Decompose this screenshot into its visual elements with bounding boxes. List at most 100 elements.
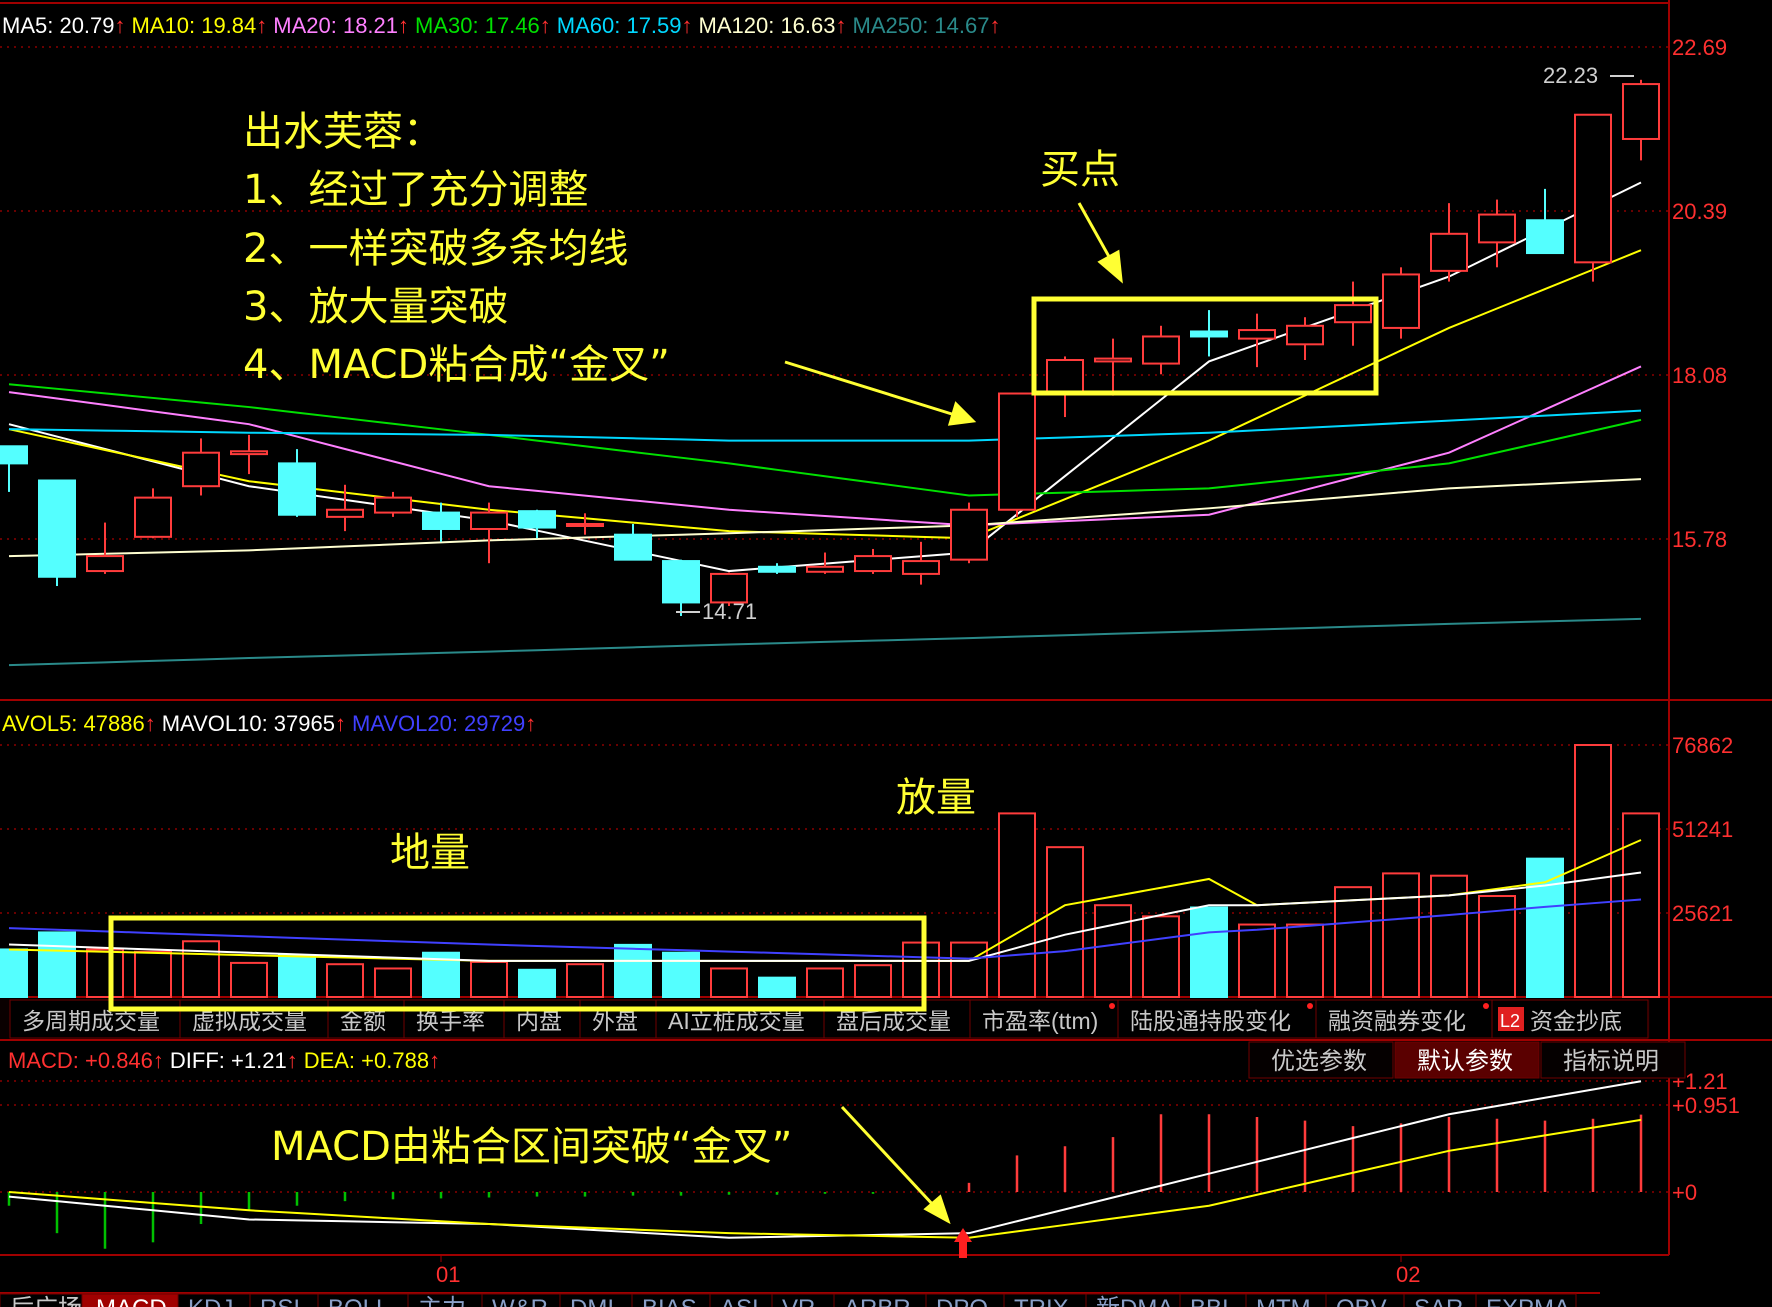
up-arrow-icon: ↑: [429, 1048, 440, 1073]
legend-item: MAVOL10: 37965: [162, 711, 335, 736]
indicator-tab[interactable]: 外盘: [579, 999, 657, 1039]
candle[interactable]: [1622, 79, 1660, 161]
candle[interactable]: [758, 563, 796, 574]
candle[interactable]: [278, 449, 316, 517]
candle[interactable]: [518, 509, 556, 539]
candle[interactable]: [230, 434, 268, 475]
candle[interactable]: [566, 513, 604, 535]
date-axis: 01 02: [436, 1255, 1420, 1287]
candle[interactable]: [1478, 199, 1516, 268]
candle[interactable]: [374, 491, 412, 517]
candle[interactable]: [614, 523, 652, 561]
bottom-tab[interactable]: W&R: [481, 1293, 561, 1307]
candle[interactable]: [1334, 281, 1372, 346]
bottom-tab-label: BOLL: [328, 1295, 389, 1307]
bottom-tab[interactable]: MTM: [1245, 1293, 1327, 1307]
candle[interactable]: [86, 522, 124, 574]
bottom-tab[interactable]: SAR: [1403, 1293, 1477, 1307]
candle-body: [1286, 324, 1324, 346]
indicator-tab-label: 金额: [340, 1008, 386, 1034]
candle[interactable]: [38, 479, 76, 587]
bottom-tab[interactable]: 主力: [407, 1293, 483, 1307]
param-button[interactable]: 指标说明: [1540, 1041, 1686, 1079]
candle[interactable]: [182, 438, 220, 496]
indicator-tab[interactable]: 金额: [327, 999, 405, 1039]
volume-bar: [1238, 923, 1276, 999]
price-tick: 22.69: [1672, 35, 1727, 60]
price-axis: 22.69 20.39 18.08 15.78: [1672, 35, 1727, 552]
candle-body: [1238, 329, 1276, 340]
candle[interactable]: [1430, 203, 1468, 282]
indicator-tab[interactable]: 换手率: [403, 999, 505, 1039]
price-panel[interactable]: [0, 79, 1660, 667]
macd-panel[interactable]: [7, 1080, 1643, 1249]
bottom-tab[interactable]: KDJ: [177, 1293, 251, 1307]
candle[interactable]: [1190, 310, 1228, 357]
volume-bar: [326, 963, 364, 999]
candle[interactable]: [1574, 113, 1612, 282]
candle[interactable]: [662, 559, 700, 616]
indicator-tab[interactable]: 多周期成交量: [9, 999, 181, 1039]
candle[interactable]: [1094, 338, 1132, 396]
bottom-tab[interactable]: MACD: [81, 1293, 179, 1307]
volume-panel[interactable]: [0, 744, 1660, 999]
legend-item: MAVOL20: 29729: [352, 711, 525, 736]
bottom-tab[interactable]: DMI: [559, 1293, 633, 1307]
bottom-tab[interactable]: BIAS: [631, 1293, 711, 1307]
macd-axis: +1.21 +0.951 +0: [1672, 1069, 1740, 1205]
candle[interactable]: [1526, 188, 1564, 255]
candle[interactable]: [998, 392, 1036, 517]
candle[interactable]: [134, 488, 172, 539]
candle[interactable]: [0, 445, 28, 492]
legend-item: AVOL5: 47886: [2, 711, 145, 736]
bottom-tab-frame: [1475, 1293, 1577, 1307]
candle[interactable]: [326, 484, 364, 532]
bottom-tab[interactable]: ARBR: [833, 1293, 927, 1307]
candle-body: [1142, 335, 1180, 365]
indicator-tab[interactable]: 融资融券变化: [1315, 999, 1493, 1039]
indicator-tab[interactable]: AI立桩成交量: [655, 999, 825, 1039]
indicator-tab[interactable]: 内盘: [503, 999, 581, 1039]
candle[interactable]: [710, 572, 748, 606]
candle[interactable]: [422, 502, 460, 542]
indicator-tab[interactable]: 虚拟成交量: [179, 999, 329, 1039]
indicator-tab[interactable]: 陆股通持股变化: [1117, 999, 1317, 1039]
indicator-tab[interactable]: L2 资金抄底: [1491, 999, 1649, 1039]
bottom-tab[interactable]: BBI: [1179, 1293, 1247, 1307]
candle[interactable]: [1238, 313, 1276, 368]
macd-legend: MACD: +0.846↑ DIFF: +1.21↑ DEA: +0.788↑: [8, 1048, 440, 1073]
annotation-title: 出水芙蓉：: [243, 109, 443, 155]
param-button[interactable]: 默认参数: [1394, 1041, 1540, 1079]
bottom-tab[interactable]: BOLL: [317, 1293, 409, 1307]
bottom-tab[interactable]: ASI: [709, 1293, 773, 1307]
tab-frame: [823, 999, 971, 1039]
bottom-tab[interactable]: EXPMA: [1475, 1293, 1577, 1307]
candle-body: [1478, 213, 1516, 244]
candle[interactable]: [470, 502, 508, 564]
bottom-tab[interactable]: VR: [771, 1293, 835, 1307]
bottom-tab[interactable]: DPO: [925, 1293, 1005, 1307]
bottom-tab[interactable]: TRIX: [1003, 1293, 1087, 1307]
candle[interactable]: [806, 552, 844, 574]
bottom-tab[interactable]: 新DMA: [1085, 1293, 1181, 1307]
indicator-tab[interactable]: 盘后成交量: [823, 999, 971, 1039]
candle[interactable]: [854, 548, 892, 574]
candle-body: [902, 560, 940, 575]
indicator-tab-label: 资金抄底: [1530, 1008, 1622, 1034]
bottom-tab[interactable]: 后广场: [0, 1293, 83, 1307]
candle-body: [1430, 232, 1468, 272]
candle[interactable]: [950, 502, 988, 564]
candle[interactable]: [902, 541, 940, 585]
candle[interactable]: [1046, 356, 1084, 418]
candle[interactable]: [1382, 267, 1420, 339]
candle[interactable]: [1142, 325, 1180, 375]
date-tick: 01: [436, 1262, 460, 1287]
bottom-tab[interactable]: RSI: [249, 1293, 319, 1307]
bottom-tab[interactable]: OBV: [1325, 1293, 1405, 1307]
candle[interactable]: [1286, 317, 1324, 361]
candle-body: [422, 511, 460, 530]
indicator-tab[interactable]: 市盈率(ttm): [969, 999, 1119, 1039]
bottom-tab-label: EXPMA: [1486, 1295, 1570, 1307]
param-button[interactable]: 优选参数: [1248, 1041, 1394, 1079]
